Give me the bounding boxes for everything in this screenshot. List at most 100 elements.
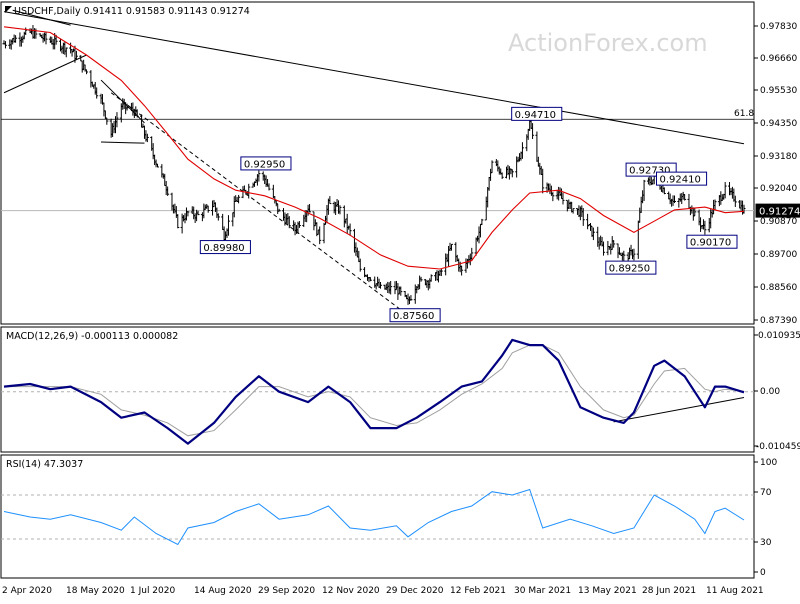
level-label-text: 0.92410: [659, 175, 700, 186]
ohlc-bar: [723, 182, 727, 199]
ohlc-bar: [622, 250, 626, 262]
ohlc-bar: [500, 172, 504, 179]
ohlc-bar: [742, 204, 746, 214]
rsi-tick-label: 70: [760, 488, 772, 498]
ohlc-bar: [308, 204, 312, 213]
ohlc-bar: [419, 276, 423, 282]
ohlc-bar: [379, 281, 383, 289]
price-y-axis: 0.97830 0.96660 0.95530 0.94350 0.93180 …: [754, 22, 797, 326]
level-label: 0.94710: [511, 106, 563, 121]
price-trendline: [110, 92, 409, 316]
ohlc-bar: [14, 35, 18, 43]
price-tick-label: 0.97830: [760, 22, 797, 32]
ohlc-bar: [439, 268, 443, 277]
x-axis: 2 Apr 2020 18 May 2020 1 Jul 2020 14 Aug…: [2, 586, 764, 596]
ohlc-bar: [561, 192, 565, 205]
price-tick-label: 0.96660: [760, 54, 797, 64]
x-tick-label: 18 May 2020: [66, 586, 125, 596]
x-tick-label: 2 Apr 2020: [2, 586, 52, 596]
x-tick-label: 11 Aug 2021: [706, 586, 764, 596]
rsi-tick-label: 100: [760, 458, 777, 468]
ohlc-bar: [409, 295, 413, 301]
ohlc-bar: [145, 133, 149, 143]
macd-title: MACD(12,26,9) -0.000113 0.000082: [6, 331, 178, 342]
ohlc-bar: [662, 187, 666, 195]
price-trendline: [3, 54, 87, 94]
price-trendline: [3, 11, 745, 145]
ohlc-bar: [287, 216, 291, 229]
macd-pane-border: [0, 326, 755, 453]
symbol-arrow-icon: [5, 6, 12, 13]
ohlc-bar: [166, 186, 170, 196]
level-label-text: 0.94710: [515, 110, 556, 121]
macd-signal-line: [4, 344, 745, 437]
ohlc-bar: [226, 215, 230, 236]
level-label-text: 0.89250: [609, 264, 650, 275]
ohlc-bar: [703, 220, 707, 235]
ohlc-bar: [105, 117, 109, 125]
ohlc-bar: [581, 208, 585, 226]
ohlc-bar: [216, 213, 220, 221]
symbol-readout: USDCHF,Daily 0.91411 0.91583 0.91143 0.9…: [14, 6, 250, 17]
ohlc-bar: [277, 208, 281, 212]
ohlc-bar: [257, 170, 261, 182]
ohlc-bar: [510, 169, 514, 178]
ohlc-bar: [632, 248, 636, 261]
level-label: 0.87560: [389, 308, 441, 323]
level-label-text: 0.92950: [244, 159, 285, 170]
ohlc-bar: [389, 280, 393, 295]
ohlc-bar: [602, 241, 606, 256]
level-label-text: 0.90170: [690, 238, 731, 249]
ohlc-bar: [358, 258, 362, 272]
ohlc-bar: [74, 50, 78, 60]
rsi-y-axis: 100 70 30 0: [754, 458, 777, 578]
macd-trendline: [613, 396, 745, 423]
indicator-lines: [3, 26, 745, 546]
x-tick-label: 30 Mar 2021: [514, 586, 571, 596]
ohlc-bar: [338, 205, 342, 215]
ohlc-bar: [551, 192, 555, 202]
ohlc-bar: [399, 286, 403, 296]
reference-lines: 61.8: [1, 109, 754, 540]
ohlc-bar: [64, 47, 68, 58]
macd-y-axis: 0.010935 0.00 -0.010459: [754, 331, 800, 452]
macd-line: [3, 338, 745, 445]
price-tick-label: 0.92040: [760, 184, 797, 194]
fib-61.8-label: 61.8: [734, 109, 754, 119]
ohlc-bar: [3, 41, 7, 49]
ohlc-bar: [95, 87, 99, 99]
price-tick-label: 0.94350: [760, 119, 797, 129]
ohlc-bar: [24, 27, 28, 35]
rsi-tick-label: 30: [760, 538, 772, 548]
level-label: 0.89250: [605, 260, 657, 275]
ohlc-bar: [156, 163, 160, 168]
price-pane-border: [0, 1, 755, 325]
ohlc-bar: [683, 194, 687, 201]
rsi-tick-label: 0: [760, 568, 766, 578]
level-label: 0.92950: [240, 156, 292, 171]
ohlc-bar: [328, 196, 332, 205]
price-tick-label: 0.93180: [760, 152, 797, 162]
ohlc-bar: [693, 207, 697, 217]
ohlc-bar: [672, 195, 676, 204]
level-label: 0.92410: [655, 171, 708, 186]
watermark-text: ActionForex.com: [508, 29, 708, 57]
rsi-line: [3, 488, 745, 546]
moving-average-line: [3, 26, 745, 270]
rsi-pane-border: [0, 454, 755, 579]
ohlc-bar: [733, 195, 737, 207]
ohlc-bar: [480, 218, 484, 226]
ohlc-bar: [460, 265, 464, 276]
ohlc-bar: [196, 210, 200, 216]
price-trendline: [101, 141, 145, 144]
ohlc-bar: [490, 160, 494, 174]
ohlc-bar: [318, 226, 322, 245]
ohlc-bar: [297, 221, 301, 228]
x-tick-label: 13 May 2021: [578, 586, 637, 596]
x-tick-label: 29 Dec 2020: [386, 586, 444, 596]
level-labels: 0.89980 0.92950 0.87560 0.94710 0.89250 0.927…: [199, 106, 800, 323]
current-price-label-text: 0.91274: [759, 207, 800, 218]
x-tick-label: 1 Jul 2020: [130, 586, 175, 596]
ohlc-bar: [267, 183, 271, 191]
